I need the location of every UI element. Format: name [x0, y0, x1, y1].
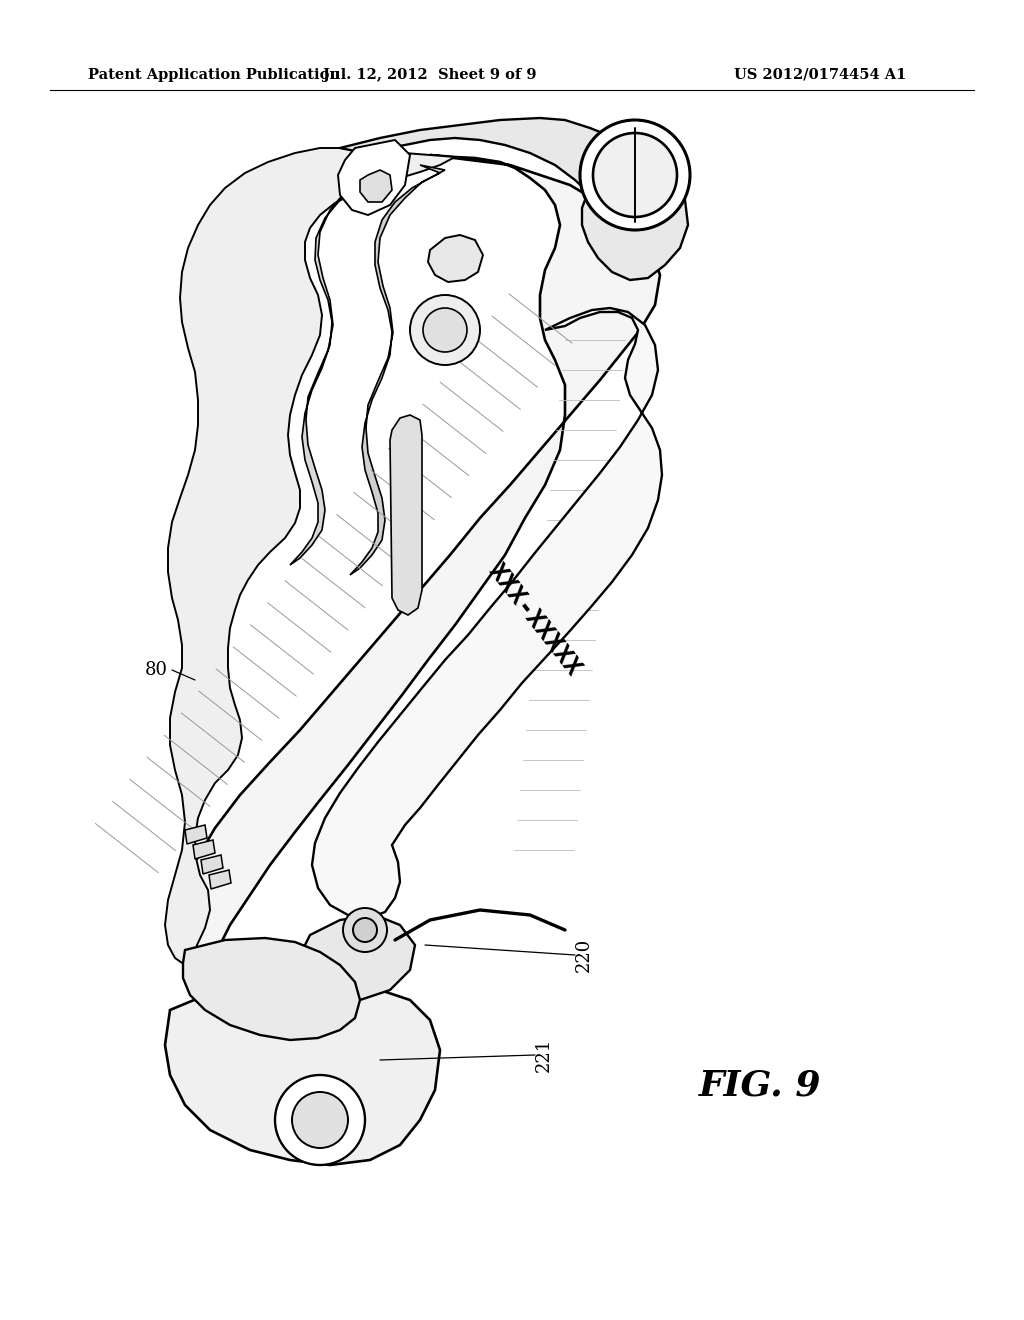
Circle shape [580, 120, 690, 230]
Text: 221: 221 [535, 1038, 553, 1072]
Polygon shape [175, 154, 660, 960]
Polygon shape [428, 235, 483, 282]
Circle shape [423, 308, 467, 352]
Polygon shape [360, 170, 392, 202]
Polygon shape [185, 825, 207, 843]
Circle shape [292, 1092, 348, 1148]
Circle shape [593, 133, 677, 216]
Polygon shape [312, 308, 662, 917]
Text: FIG. 9: FIG. 9 [698, 1068, 821, 1102]
Circle shape [343, 908, 387, 952]
Polygon shape [201, 855, 223, 874]
Text: 80: 80 [145, 661, 168, 678]
Circle shape [275, 1074, 365, 1166]
Text: Jul. 12, 2012  Sheet 9 of 9: Jul. 12, 2012 Sheet 9 of 9 [324, 69, 537, 82]
Circle shape [410, 294, 480, 366]
Polygon shape [340, 117, 688, 280]
Polygon shape [165, 148, 455, 965]
Text: US 2012/0174454 A1: US 2012/0174454 A1 [734, 69, 906, 82]
Polygon shape [300, 915, 415, 1001]
Polygon shape [209, 870, 231, 888]
Polygon shape [350, 165, 445, 576]
Text: 220: 220 [575, 939, 593, 972]
Polygon shape [165, 979, 440, 1166]
Text: Patent Application Publication: Patent Application Publication [88, 69, 340, 82]
Polygon shape [338, 140, 410, 215]
Polygon shape [193, 840, 215, 859]
Polygon shape [290, 160, 395, 565]
Text: XXX-XXXXX: XXX-XXXXX [484, 560, 586, 681]
Circle shape [353, 917, 377, 942]
Polygon shape [183, 939, 360, 1040]
Polygon shape [390, 414, 422, 615]
